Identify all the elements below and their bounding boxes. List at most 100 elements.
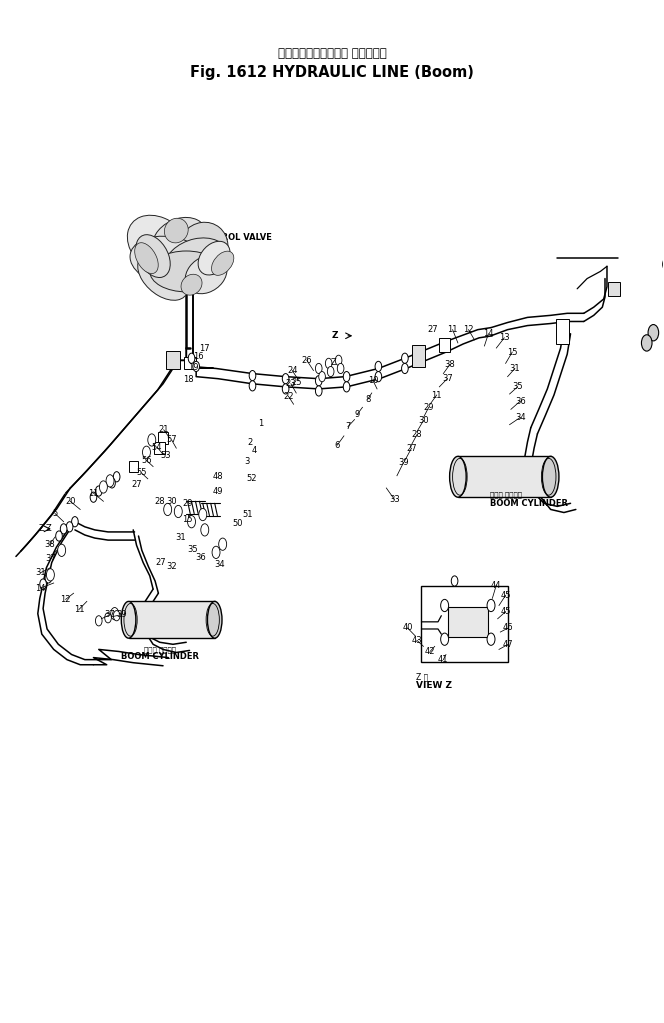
Text: 45: 45 xyxy=(501,590,511,599)
Text: 12: 12 xyxy=(463,325,473,335)
Circle shape xyxy=(105,613,112,623)
Text: 29: 29 xyxy=(183,499,193,507)
Bar xyxy=(448,607,488,637)
Text: 38: 38 xyxy=(44,540,55,548)
Text: 11: 11 xyxy=(432,391,442,400)
Text: 35: 35 xyxy=(512,383,523,392)
Text: 31: 31 xyxy=(175,533,186,541)
Text: 1: 1 xyxy=(258,419,263,429)
Text: 6: 6 xyxy=(335,441,340,449)
Circle shape xyxy=(114,472,120,482)
Ellipse shape xyxy=(198,241,230,275)
Circle shape xyxy=(164,503,172,516)
Text: 4: 4 xyxy=(252,446,257,454)
Circle shape xyxy=(66,522,73,532)
Circle shape xyxy=(441,599,449,612)
Circle shape xyxy=(212,546,220,559)
Text: 3: 3 xyxy=(244,457,249,465)
Ellipse shape xyxy=(542,456,559,497)
Ellipse shape xyxy=(152,218,207,264)
Text: Z: Z xyxy=(331,358,337,367)
Text: BOOM CYLINDER: BOOM CYLINDER xyxy=(121,652,199,661)
Circle shape xyxy=(193,361,199,371)
Ellipse shape xyxy=(165,218,188,242)
Text: ブーム シリンダ: ブーム シリンダ xyxy=(490,492,522,498)
Circle shape xyxy=(282,384,289,394)
Text: 13: 13 xyxy=(499,333,509,343)
Circle shape xyxy=(327,366,334,376)
Circle shape xyxy=(201,524,208,536)
Bar xyxy=(129,602,214,638)
Circle shape xyxy=(402,363,408,373)
Bar xyxy=(158,432,169,444)
Circle shape xyxy=(187,516,195,528)
Circle shape xyxy=(148,434,156,446)
Text: 37: 37 xyxy=(442,374,453,384)
Text: 27: 27 xyxy=(131,481,142,489)
Ellipse shape xyxy=(136,234,170,277)
Circle shape xyxy=(402,353,408,363)
Text: 44: 44 xyxy=(491,581,501,589)
Text: 51: 51 xyxy=(242,510,252,519)
Ellipse shape xyxy=(212,252,234,275)
Text: Z 矢: Z 矢 xyxy=(416,672,428,681)
Text: 55: 55 xyxy=(136,469,147,477)
Circle shape xyxy=(487,599,495,612)
Bar xyxy=(608,281,620,296)
Text: 14: 14 xyxy=(483,329,493,339)
Text: 11: 11 xyxy=(448,325,458,335)
Bar xyxy=(129,461,138,472)
Text: BOOM CYLINDER: BOOM CYLINDER xyxy=(490,499,568,507)
Text: 29: 29 xyxy=(424,403,434,412)
Bar xyxy=(155,442,165,454)
Bar xyxy=(412,345,425,367)
Ellipse shape xyxy=(122,602,136,638)
Text: ハイドロリック コントロール バルブ: ハイドロリック コントロール バルブ xyxy=(139,226,211,233)
Text: 11: 11 xyxy=(88,489,99,497)
Text: 11: 11 xyxy=(74,605,84,614)
Text: 39: 39 xyxy=(398,458,409,466)
Text: ハイドロリックライン （ブーム）: ハイドロリックライン （ブーム） xyxy=(278,47,386,60)
Circle shape xyxy=(188,353,195,363)
Text: 28: 28 xyxy=(155,497,165,505)
Text: 27: 27 xyxy=(428,325,438,335)
Text: 31: 31 xyxy=(35,569,46,577)
Ellipse shape xyxy=(178,222,228,273)
Bar xyxy=(422,585,507,662)
Text: 27: 27 xyxy=(156,559,167,567)
Text: 22: 22 xyxy=(283,392,293,401)
Text: 30: 30 xyxy=(418,416,429,426)
Circle shape xyxy=(100,481,108,493)
Bar xyxy=(458,456,550,497)
Text: 19: 19 xyxy=(188,363,198,372)
Circle shape xyxy=(343,371,350,382)
Text: 5: 5 xyxy=(52,509,58,518)
Circle shape xyxy=(375,361,382,371)
Text: 8: 8 xyxy=(365,395,371,404)
Text: 36: 36 xyxy=(515,397,526,406)
Bar xyxy=(440,338,450,352)
Circle shape xyxy=(90,492,97,502)
Circle shape xyxy=(315,386,322,396)
Circle shape xyxy=(58,544,66,557)
Circle shape xyxy=(249,381,256,391)
Text: 52: 52 xyxy=(246,475,256,483)
Circle shape xyxy=(452,576,458,586)
Circle shape xyxy=(56,531,62,541)
Text: 42: 42 xyxy=(425,647,436,656)
Text: 45: 45 xyxy=(501,607,511,616)
Ellipse shape xyxy=(130,236,209,286)
Text: 49: 49 xyxy=(212,487,223,495)
Ellipse shape xyxy=(127,215,192,276)
Circle shape xyxy=(337,363,344,373)
Circle shape xyxy=(96,486,102,496)
Text: 47: 47 xyxy=(503,639,513,649)
Text: 37: 37 xyxy=(46,554,56,563)
Circle shape xyxy=(315,375,322,386)
Ellipse shape xyxy=(185,256,227,294)
Circle shape xyxy=(45,573,52,583)
Text: 24: 24 xyxy=(287,366,297,375)
Text: 57: 57 xyxy=(167,436,177,444)
Text: 34: 34 xyxy=(214,561,224,569)
Ellipse shape xyxy=(135,242,158,273)
